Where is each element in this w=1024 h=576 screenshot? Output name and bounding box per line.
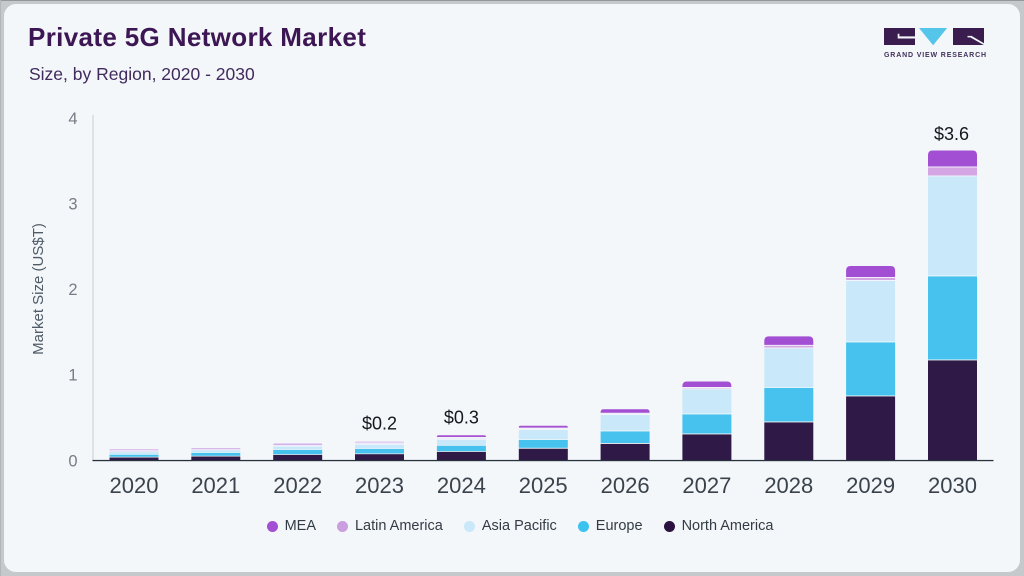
svg-text:2023: 2023 [355, 473, 404, 498]
svg-text:GRAND VIEW RESEARCH: GRAND VIEW RESEARCH [884, 52, 987, 59]
svg-text:2026: 2026 [601, 473, 650, 498]
svg-text:$0.3: $0.3 [444, 408, 479, 428]
svg-text:2021: 2021 [191, 473, 240, 498]
svg-text:$0.2: $0.2 [362, 414, 397, 434]
svg-text:4: 4 [68, 110, 77, 128]
svg-text:2028: 2028 [764, 473, 813, 498]
svg-text:2030: 2030 [928, 473, 977, 498]
svg-text:3: 3 [68, 196, 77, 214]
svg-text:1: 1 [68, 367, 77, 385]
svg-text:2: 2 [68, 281, 77, 299]
svg-text:2022: 2022 [273, 473, 322, 498]
svg-text:0: 0 [68, 452, 77, 470]
svg-text:$3.6: $3.6 [934, 124, 969, 144]
svg-text:2025: 2025 [519, 473, 568, 498]
svg-text:2029: 2029 [846, 473, 895, 498]
svg-text:Market Size (US$T): Market Size (US$T) [30, 223, 47, 355]
svg-text:2020: 2020 [110, 473, 159, 498]
svg-text:2024: 2024 [437, 473, 486, 498]
svg-text:2027: 2027 [682, 473, 731, 498]
